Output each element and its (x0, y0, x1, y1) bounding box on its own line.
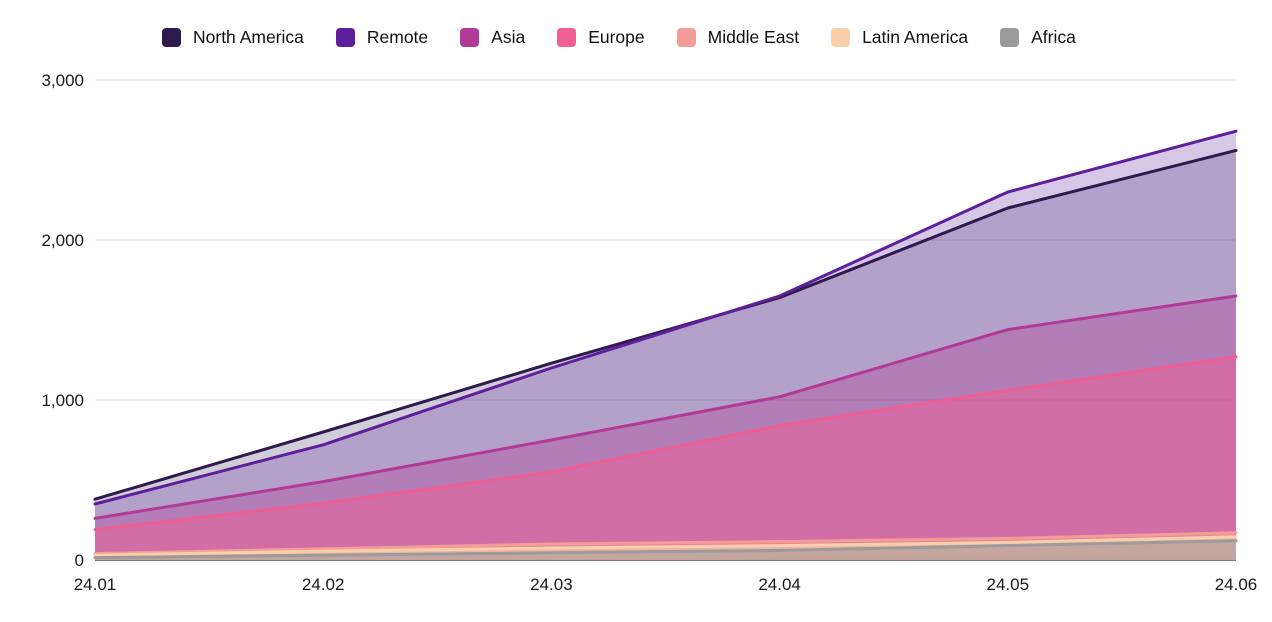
legend-label-europe: Europe (588, 27, 645, 47)
legend-swatch-europe (557, 28, 577, 47)
x-tick-label: 24.04 (758, 575, 801, 594)
legend-label-middle-east: Middle East (707, 27, 800, 47)
legend-item-asia[interactable]: Asia (460, 27, 525, 48)
x-tick-label: 24.06 (1215, 575, 1258, 594)
legend-swatch-remote (335, 28, 355, 47)
legend-item-middle-east[interactable]: Middle East (676, 27, 800, 48)
legend-item-africa[interactable]: Africa (1000, 27, 1076, 48)
line-north-america (93, 148, 1238, 501)
legend-swatch-middle-east (676, 28, 696, 47)
y-tick-label: 0 (75, 551, 84, 570)
line-remote (93, 129, 1238, 506)
legend-swatch-asia (460, 28, 480, 47)
x-tick-label: 24.05 (987, 575, 1030, 594)
chart-legend: North America Remote Asia Europe Middle East… (162, 27, 1076, 48)
legend-label-latin-america: Latin America (862, 27, 969, 47)
y-tick-label: 1,000 (41, 391, 84, 410)
area-europe (95, 356, 1236, 560)
legend-label-remote: Remote (366, 27, 429, 47)
x-tick-label: 24.01 (74, 575, 117, 594)
legend-swatch-africa (1000, 28, 1020, 47)
legend-label-africa: Africa (1031, 27, 1076, 47)
x-tick-label: 24.03 (530, 575, 573, 594)
legend-swatch-latin-america (831, 28, 851, 47)
legend-item-remote[interactable]: Remote (335, 27, 429, 48)
line-asia (93, 294, 1238, 520)
legend-item-north-america[interactable]: North America (162, 27, 304, 48)
line-middle-east (93, 531, 1238, 556)
line-africa (93, 539, 1238, 560)
legend-item-latin-america[interactable]: Latin America (831, 27, 968, 48)
line-europe (93, 355, 1238, 532)
legend-swatch-north-america (162, 28, 181, 47)
y-tick-label: 2,000 (41, 231, 84, 250)
line-latin-america (93, 535, 1238, 557)
legend-label-asia: Asia (491, 27, 526, 47)
y-tick-label: 3,000 (41, 71, 84, 90)
legend-label-north-america: North America (193, 27, 304, 47)
legend-item-europe[interactable]: Europe (557, 27, 645, 48)
x-tick-label: 24.02 (302, 575, 345, 594)
